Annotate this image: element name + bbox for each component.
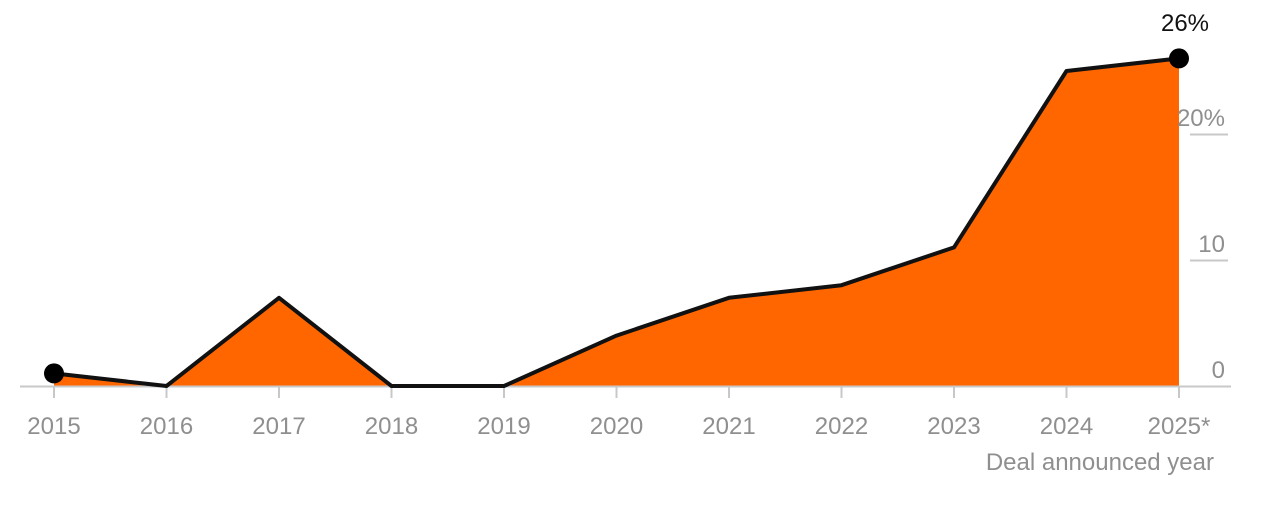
x-tick-label: 2025* — [1148, 413, 1211, 440]
x-tick-label: 2019 — [477, 413, 530, 440]
y-tick-label: 10 — [1198, 231, 1225, 258]
x-tick-label: 2022 — [815, 413, 868, 440]
y-tick-label: 20% — [1177, 105, 1225, 132]
x-tick-label: 2017 — [252, 413, 305, 440]
axis-layer: 2015 2016 2017 2018 2019 2020 2021 2022 2023 2024… — [20, 105, 1231, 476]
x-tick-label: 2024 — [1040, 413, 1093, 440]
x-tick-label: 2021 — [702, 413, 755, 440]
series-line — [52, 56, 1181, 388]
x-tick-label: 2015 — [27, 413, 80, 440]
x-tick-label: 2018 — [365, 413, 418, 440]
x-tick-label: 2020 — [590, 413, 643, 440]
start-point-marker — [44, 363, 64, 384]
area-layer — [54, 58, 1179, 387]
label-layer: 26% — [1161, 10, 1209, 37]
end-value-label: 26% — [1161, 10, 1209, 37]
end-point-marker — [1169, 48, 1189, 69]
y-tick-label: 0 — [1212, 357, 1225, 384]
area-fill — [54, 58, 1179, 387]
marker-layer — [44, 48, 1189, 384]
x-tick-label: 2016 — [140, 413, 193, 440]
line-layer — [52, 56, 1181, 388]
x-tick-label: 2023 — [927, 413, 980, 440]
x-axis-title: Deal announced year — [986, 449, 1214, 476]
